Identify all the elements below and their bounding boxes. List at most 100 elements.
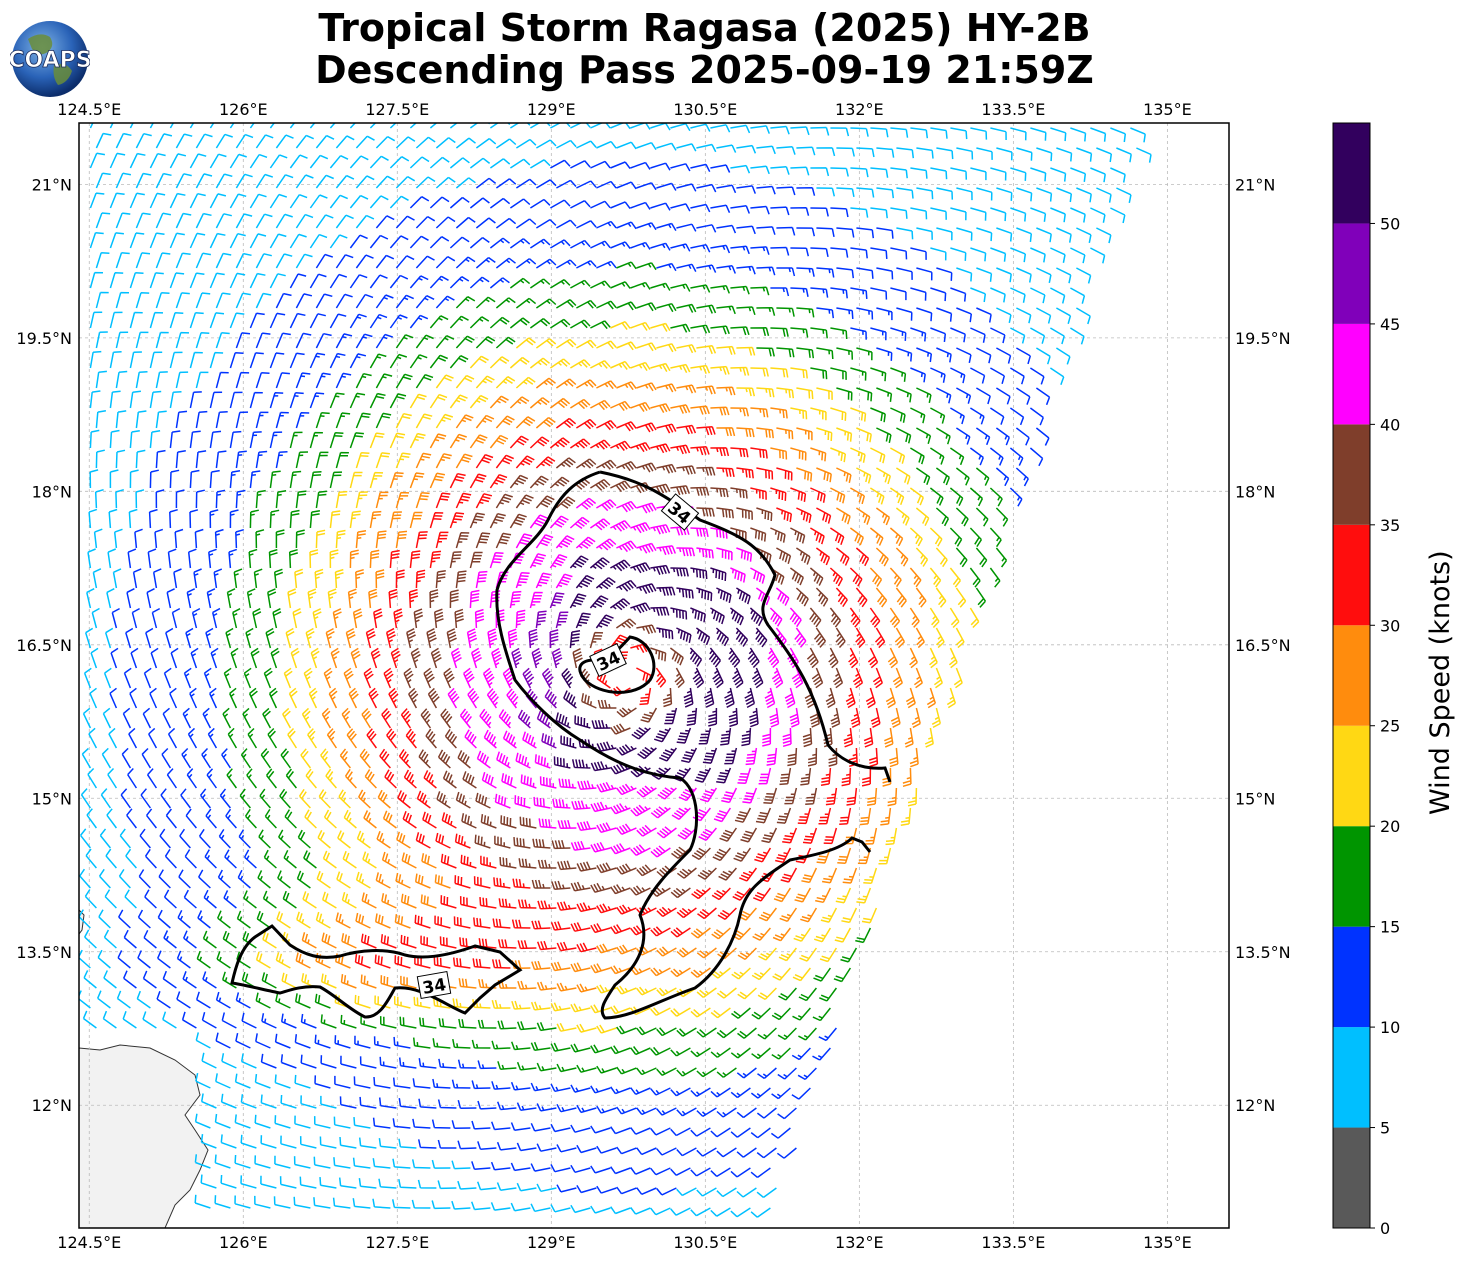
wind-barb	[550, 1042, 571, 1052]
wind-barb	[1070, 287, 1086, 304]
wind-barb	[930, 327, 947, 342]
wind-barb	[195, 331, 210, 349]
wind-barb	[165, 627, 174, 649]
wind-barb	[444, 728, 458, 749]
wind-barb	[911, 707, 921, 729]
wind-barb	[1070, 207, 1086, 223]
wind-barb	[359, 748, 371, 769]
wind-barb	[183, 667, 192, 689]
wind-barb	[242, 707, 252, 729]
wind-barb	[856, 227, 875, 239]
wind-barb	[926, 687, 937, 709]
wind-barb	[164, 848, 177, 869]
wind-barb	[750, 286, 770, 296]
wind-barb	[234, 1073, 251, 1089]
wind-barb	[850, 167, 869, 178]
wind-barb	[782, 827, 798, 844]
wind-barb	[525, 688, 538, 709]
wind-barb	[1070, 327, 1085, 345]
wind-barb	[449, 472, 466, 489]
wind-barb	[389, 123, 397, 129]
wind-barb	[109, 390, 121, 409]
wind-barb	[440, 708, 453, 729]
wind-barb	[569, 555, 589, 569]
wind-barb	[549, 318, 571, 329]
wind-barb	[531, 647, 543, 669]
wind-barb	[850, 207, 869, 218]
wind-barb	[395, 136, 416, 149]
wind-barb	[636, 542, 657, 554]
wind-barb	[501, 773, 517, 789]
wind-barb	[314, 993, 331, 1009]
wind-barb	[472, 958, 491, 969]
lon-tick-label-top: 130.5°E	[673, 100, 737, 119]
wind-barb	[610, 400, 631, 412]
wind-barb	[149, 311, 164, 329]
wind-barb	[339, 1136, 357, 1149]
wind-barb	[1070, 247, 1086, 264]
wind-barb	[514, 795, 531, 809]
wind-barb	[423, 667, 435, 689]
wind-barb	[268, 687, 278, 709]
wind-barb	[325, 627, 335, 649]
wind-barb	[435, 255, 456, 269]
wind-barb	[913, 667, 923, 689]
wind-barb	[437, 749, 451, 769]
wind-barb	[312, 608, 322, 629]
wind-barb	[670, 485, 690, 496]
wind-barb	[475, 217, 496, 229]
wind-barb	[240, 748, 252, 769]
wind-barb	[209, 430, 222, 449]
wind-barb	[234, 1114, 251, 1129]
wind-barb	[610, 161, 631, 170]
wind-barb	[736, 507, 753, 520]
wind-barb	[268, 548, 278, 569]
wind-barb	[309, 154, 329, 169]
wind-barb	[493, 877, 511, 889]
wind-barb	[724, 747, 738, 765]
wind-barb	[855, 507, 871, 525]
wind-barb	[175, 173, 192, 189]
wind-barb	[431, 1159, 451, 1169]
wind-barb	[799, 947, 818, 962]
wind-barb	[333, 1157, 351, 1169]
wind-barb	[929, 487, 944, 506]
wind-barb	[421, 853, 437, 869]
wind-barb	[373, 1076, 391, 1089]
wind-barb	[676, 1147, 697, 1157]
wind-barb	[636, 986, 657, 996]
wind-barb	[1036, 147, 1053, 162]
wind-barb	[510, 1202, 531, 1212]
wind-barb	[875, 507, 891, 526]
wind-barb	[83, 667, 92, 689]
wind-barb	[381, 851, 397, 869]
wind-barb	[949, 487, 964, 507]
wind-barb	[249, 470, 261, 489]
wind-barb	[1056, 187, 1073, 203]
wind-barb	[235, 213, 253, 229]
wind-barb	[418, 1058, 437, 1069]
wind-barb	[328, 687, 338, 709]
wind-barb	[716, 1187, 737, 1198]
wind-barb	[255, 529, 265, 549]
wind-barb	[275, 174, 294, 189]
wind-barb	[355, 912, 371, 929]
wind-barb	[819, 947, 838, 963]
wind-barb	[412, 1118, 431, 1129]
wind-barb	[344, 768, 357, 789]
wind-barb	[616, 904, 637, 915]
wind-barb	[830, 287, 848, 299]
wind-barb	[436, 791, 451, 809]
wind-barb	[630, 201, 651, 210]
wind-barb	[916, 227, 933, 240]
wind-barb	[737, 1027, 757, 1039]
wind-barb	[215, 371, 229, 389]
wind-barb	[716, 144, 737, 153]
wind-barb	[196, 950, 211, 969]
wind-barb	[856, 887, 872, 904]
wind-barb	[229, 391, 243, 409]
wind-barb	[129, 429, 140, 449]
wind-barb	[295, 174, 314, 189]
wind-barb	[378, 1097, 397, 1109]
wind-barb	[398, 1138, 417, 1149]
